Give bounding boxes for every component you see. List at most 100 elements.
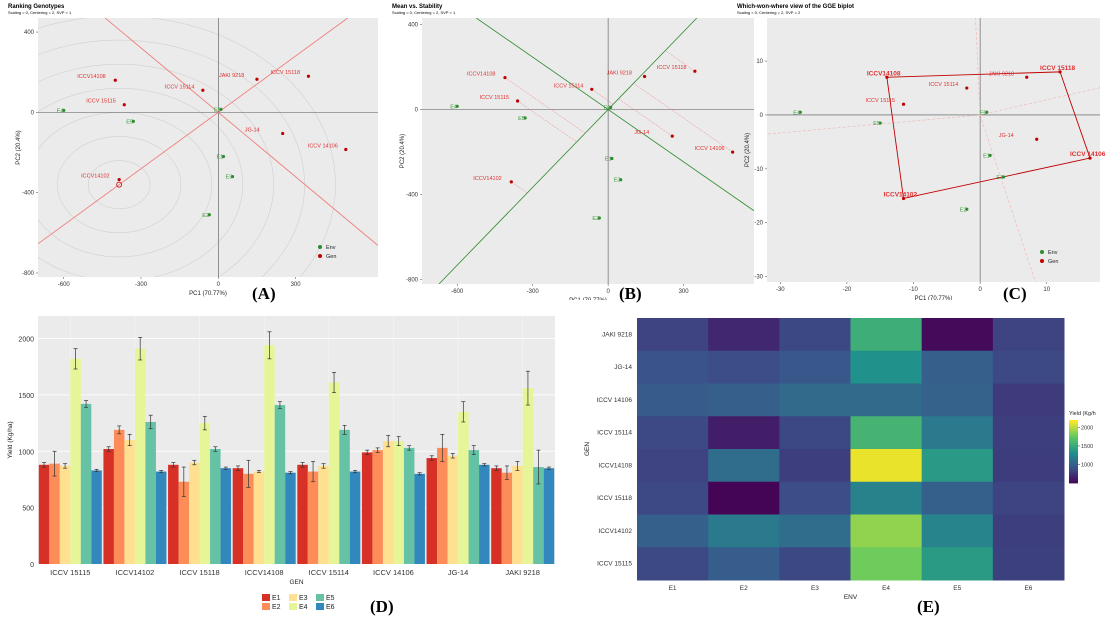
heatmap-cell <box>921 383 994 417</box>
heatmap-cell <box>637 449 709 483</box>
colorbar-segment <box>1069 441 1078 444</box>
heatmap-cell <box>992 416 1065 450</box>
x-axis-label: PC1 (70.77%) <box>189 291 227 297</box>
bar <box>543 468 555 564</box>
plot-background <box>38 18 378 277</box>
chart-e-yield-heatmap: JAKI 9218 JG-14 ICCV 14106 ICCV 15114 ICCV14… <box>565 308 1107 619</box>
bar <box>285 472 296 564</box>
panel-label-c: (C) <box>1003 284 1027 303</box>
colorbar-segment <box>1069 447 1078 450</box>
colorbar-segment <box>1069 436 1078 440</box>
heatmap-cell <box>850 416 923 450</box>
heatmap-cell <box>992 449 1065 483</box>
colorbar-segment <box>1069 457 1078 461</box>
y-tick-label: -30 <box>754 275 763 281</box>
heatmap-cell <box>850 481 923 515</box>
point-label: E1 <box>216 155 223 161</box>
bar <box>328 382 340 564</box>
bar <box>70 358 81 564</box>
genotype-point <box>113 78 117 82</box>
point-label: E4 <box>793 110 800 116</box>
bar <box>253 471 265 564</box>
chart-title: Which-won-where view of the GGE biplot <box>737 4 854 10</box>
plot-area <box>422 18 754 284</box>
y-tick-label: -800 <box>22 271 35 277</box>
legend-label: E3 <box>299 595 308 602</box>
bar <box>307 471 319 564</box>
bar <box>414 473 425 564</box>
y-tick-label: -800 <box>406 278 419 284</box>
point-label: JAKI 9218 <box>219 73 244 79</box>
point-label: E5 <box>518 116 525 122</box>
environment-point <box>798 110 802 114</box>
chart-b-mean-vs-stability: Mean vs. Stability Scaling = 0, Centering… <box>384 0 762 304</box>
polygon-edge <box>886 77 904 199</box>
x-tick-label: 300 <box>679 289 690 295</box>
bar <box>189 462 200 564</box>
sector-ray <box>975 18 981 115</box>
bar <box>533 467 544 564</box>
legend-label: E2 <box>272 604 281 611</box>
bar <box>361 452 373 564</box>
genotype-point <box>1025 75 1029 79</box>
y-tick-label: 0 <box>415 108 419 114</box>
chart-title: Ranking Genotypes <box>8 4 65 10</box>
genotype-point <box>281 131 285 136</box>
colorbar-segment <box>1069 472 1078 475</box>
colorbar-segment <box>1069 459 1078 463</box>
legend-swatch <box>262 594 270 601</box>
genotype-point <box>965 86 969 90</box>
point-label: E6 <box>980 110 987 116</box>
bar <box>458 411 469 564</box>
point-label: ICCV 15114 <box>929 82 959 88</box>
colorbar-segment <box>1069 466 1078 469</box>
chart-subtitle: Scaling = 0, Centering = 2, SVP = 1 <box>392 10 456 15</box>
genotype-point <box>901 102 906 106</box>
concentric-circle <box>38 63 274 277</box>
genotype-point <box>693 69 697 73</box>
heatmap-cell <box>637 416 709 450</box>
y-tick-label: ICCV14108 <box>598 462 632 469</box>
concentric-circle <box>57 136 182 234</box>
plot-background <box>422 18 754 284</box>
colorbar-segment <box>1069 470 1078 473</box>
x-tick-label: E6 <box>1024 585 1032 592</box>
heatmap-cell <box>921 318 994 352</box>
colorbar-segment <box>1069 455 1078 459</box>
bar <box>220 468 232 564</box>
projection-line <box>618 98 673 137</box>
point-label: ICCV 15118 <box>657 65 687 71</box>
y-tick-label: ICCV 15115 <box>597 561 632 568</box>
point-label: ICCV 15118 <box>1040 65 1075 72</box>
heatmap-cell <box>921 514 994 548</box>
y-tick-label: JG-14 <box>614 364 632 371</box>
chart-subtitle: Scaling = 0, Centering = 2, SVP = 2 <box>737 10 801 15</box>
bar <box>134 348 146 564</box>
environment-point <box>985 110 989 114</box>
environment-point <box>219 107 223 111</box>
colorbar-segment <box>1069 426 1078 429</box>
y-tick-label: -400 <box>406 193 419 199</box>
panel-label-d: (D) <box>370 597 394 616</box>
environment-point <box>619 178 623 182</box>
heatmap-cell <box>992 350 1065 384</box>
point-label: JAKI 9218 <box>607 71 632 77</box>
x-axis-label: GEN <box>289 579 303 586</box>
bar <box>512 465 523 564</box>
environment-point <box>988 153 992 157</box>
colorbar-segment <box>1069 445 1078 448</box>
point-label: E4 <box>450 104 457 110</box>
environment-point <box>221 154 226 159</box>
heatmap-cell <box>850 514 923 548</box>
x-tick-label: JAKI 9218 <box>505 568 540 577</box>
legend-label: Env <box>326 245 336 251</box>
x-tick-label: 300 <box>291 282 302 288</box>
point-label: ICCV14108 <box>77 74 105 80</box>
bar <box>113 429 125 564</box>
y-tick-label: -20 <box>754 221 763 227</box>
bar <box>349 471 361 564</box>
bar <box>426 458 438 564</box>
polygon-edge <box>1059 71 1091 159</box>
